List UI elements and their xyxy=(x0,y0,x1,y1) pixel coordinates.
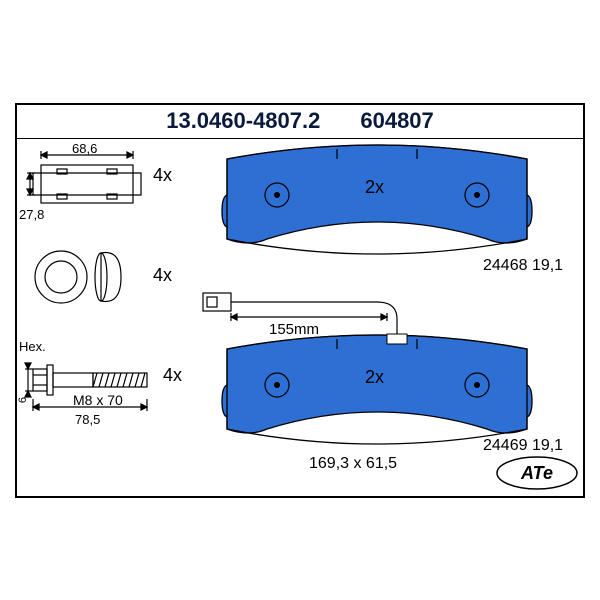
part-number: 13.0460-4807.2 xyxy=(166,108,320,134)
pad-top-ref: 24468 19,1 xyxy=(483,257,563,275)
diagram-body: 68,6 27,8 4x 4x xyxy=(17,139,583,496)
pad-top-qty: 2x xyxy=(365,177,384,198)
clip-height-label: 27,8 xyxy=(19,207,44,222)
clip-qty: 4x xyxy=(153,165,172,186)
bolt-hex-dim: 6 xyxy=(17,397,29,403)
pad-bottom-dims: 169,3 x 61,5 xyxy=(309,455,397,473)
clip-diagram xyxy=(23,143,193,233)
bushing-qty: 4x xyxy=(153,265,172,286)
bolt-qty: 4x xyxy=(163,365,182,386)
bolt-length: 78,5 xyxy=(75,412,100,427)
bolt-hex-label: Hex. xyxy=(19,339,46,354)
sensor-length: 155mm xyxy=(269,321,319,338)
bolt-spec: M8 x 70 xyxy=(73,392,123,408)
header-bar: 13.0460-4807.2 604807 xyxy=(17,105,583,139)
svg-text:ATe: ATe xyxy=(520,463,553,483)
pad-bottom-ref: 24469 19,1 xyxy=(483,437,563,455)
diagram-frame: 13.0460-4807.2 604807 xyxy=(15,103,585,498)
clip-width-label: 68,6 xyxy=(72,141,97,156)
short-number: 604807 xyxy=(360,108,433,134)
pad-bottom-qty: 2x xyxy=(365,367,384,388)
